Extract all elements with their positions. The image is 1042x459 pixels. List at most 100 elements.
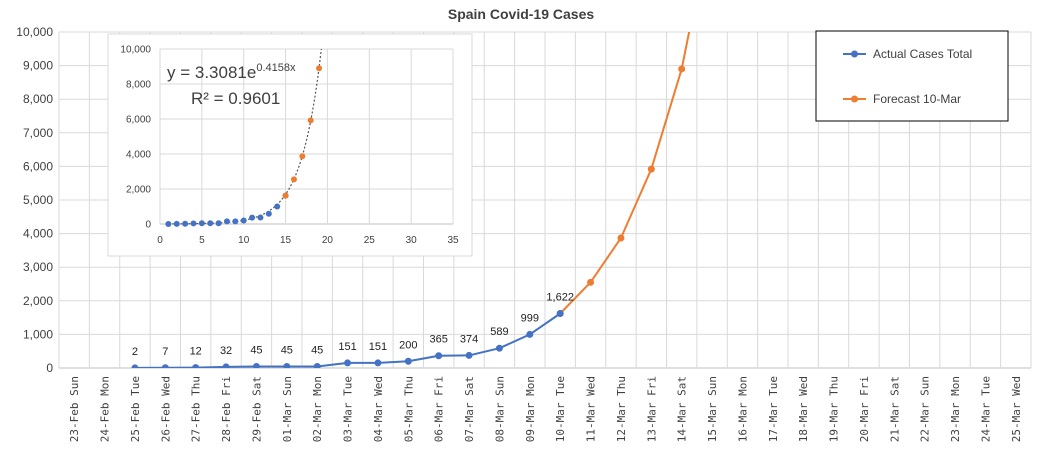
forecast-point	[617, 234, 625, 242]
main-data-labels: 2 7 12 32 45 45 45 151 151 200 365 374 589 999 1,622	[132, 292, 574, 358]
actual-point	[374, 359, 382, 367]
y-tick-label: 7,000	[23, 126, 53, 140]
inset-actual-point	[173, 220, 180, 227]
actual-point	[283, 362, 291, 368]
inset-forecast-point	[316, 65, 323, 72]
x-tick-label: 03-Mar Tue	[342, 376, 355, 442]
actual-point	[556, 310, 564, 318]
inset-x-tick-label: 30	[406, 235, 418, 246]
actual-point	[435, 352, 443, 360]
x-tick-label: 10-Mar Tue	[554, 376, 567, 442]
actual-point	[313, 362, 321, 368]
data-label: 374	[460, 333, 478, 345]
inset-actual-point	[190, 220, 197, 227]
data-label: 7	[162, 346, 168, 358]
x-tick-label: 25-Feb Tue	[129, 376, 142, 442]
inset-grid	[159, 48, 454, 225]
inset-x-tick-label: 20	[322, 235, 334, 246]
data-label: 45	[250, 344, 262, 356]
inset-y-tick-label: 10,000	[120, 45, 151, 56]
equation-base: y = 3.3081e	[167, 63, 256, 82]
inset-y-tick-label: 8,000	[126, 80, 151, 91]
main-x-axis: 23-Feb Sun 24-Feb Mon 25-Feb Tue 26-Feb Wed…	[68, 376, 1023, 442]
data-label: 12	[190, 346, 202, 358]
x-tick-label: 04-Mar Wed	[372, 376, 385, 442]
inset-x-tick-label: 25	[364, 235, 376, 246]
inset-actual-point	[215, 220, 222, 227]
x-tick-label: 15-Mar Sun	[706, 376, 719, 442]
inset-x-tick-label: 0	[157, 235, 163, 246]
inset-y-tick-label: 6,000	[126, 115, 151, 126]
y-tick-label: 6,000	[23, 159, 53, 173]
x-tick-label: 19-Mar Thu	[828, 376, 841, 442]
actual-point	[344, 359, 352, 367]
y-tick-label: 3,000	[23, 260, 53, 274]
inset-actual-point	[257, 214, 264, 221]
legend-label-actual: Actual Cases Total	[873, 47, 972, 61]
inset-actual-point	[240, 217, 247, 224]
x-tick-label: 18-Mar Wed	[797, 376, 810, 442]
y-tick-label: 1,000	[23, 327, 53, 341]
y-tick-label: 8,000	[23, 92, 53, 106]
legend-marker-actual	[851, 50, 858, 58]
inset-series-forecast	[282, 65, 323, 199]
inset-forecast-point	[282, 192, 289, 199]
inset-r-squared: R² = 0.9601	[191, 89, 280, 108]
inset-actual-point	[207, 220, 214, 227]
inset-actual-point	[274, 203, 281, 210]
y-tick-label: 4,000	[23, 227, 53, 241]
data-label: 200	[399, 339, 417, 351]
x-tick-label: 01-Mar Sun	[281, 376, 294, 442]
actual-point	[192, 364, 200, 368]
legend-label-forecast: Forecast 10-Mar	[873, 92, 961, 106]
forecast-point	[647, 165, 655, 173]
forecast-point	[587, 278, 595, 286]
x-tick-label: 13-Mar Fri	[645, 376, 658, 442]
x-tick-label: 27-Feb Thu	[190, 376, 203, 442]
inset-forecast-point	[307, 117, 314, 124]
x-tick-label: 21-Mar Sat	[888, 376, 901, 442]
x-tick-label: 09-Mar Mon	[524, 376, 537, 442]
forecast-line	[559, 32, 691, 315]
x-tick-label: 29-Feb Sat	[250, 376, 263, 442]
x-tick-label: 24-Feb Mon	[99, 376, 112, 442]
inset-equation: y = 3.3081e0.4158x	[167, 62, 296, 82]
actual-point	[222, 363, 230, 368]
actual-point	[161, 364, 169, 368]
x-tick-label: 20-Mar Fri	[858, 376, 871, 442]
inset-forecast-point	[299, 153, 306, 160]
inset-series	[165, 49, 323, 227]
inset-x-tick-label: 5	[199, 235, 205, 246]
x-tick-label: 08-Mar Sun	[493, 376, 506, 442]
data-label: 2	[132, 346, 138, 358]
x-tick-label: 25-Mar Wed	[1010, 376, 1023, 442]
y-tick-label: 9,000	[23, 59, 53, 73]
chart-title: Spain Covid-19 Cases	[448, 6, 594, 22]
inset-x-tick-label: 35	[447, 235, 459, 246]
x-tick-label: 23-Feb Sun	[68, 376, 81, 442]
data-label: 151	[338, 341, 356, 353]
forecast-point	[678, 65, 686, 73]
data-label: 45	[281, 344, 293, 356]
inset-x-tick-label: 15	[280, 235, 292, 246]
actual-point	[495, 344, 503, 352]
actual-point	[131, 364, 139, 368]
x-tick-label: 26-Feb Wed	[159, 376, 172, 442]
data-label: 589	[490, 326, 508, 338]
main-series	[131, 32, 691, 368]
inset-y-tick-label: 0	[145, 220, 151, 231]
y-tick-label: 0	[46, 361, 53, 375]
inset-actual-point	[249, 214, 256, 221]
x-tick-label: 14-Mar Sat	[676, 376, 689, 442]
data-label: 45	[311, 344, 323, 356]
x-tick-label: 16-Mar Mon	[736, 376, 749, 442]
inset-actual-point	[232, 218, 239, 225]
x-tick-label: 22-Mar Sun	[919, 376, 932, 442]
y-tick-label: 10,000	[16, 25, 53, 39]
y-tick-label: 5,000	[23, 193, 53, 207]
x-tick-label: 24-Mar Tue	[979, 376, 992, 442]
inset-chart: 0 2,000 4,000 6,000 8,000 10,000 0 5 10 15 20 25 30…	[107, 33, 473, 257]
x-tick-label: 06-Mar Fri	[433, 376, 446, 442]
x-tick-label: 07-Mar Sat	[463, 376, 476, 442]
